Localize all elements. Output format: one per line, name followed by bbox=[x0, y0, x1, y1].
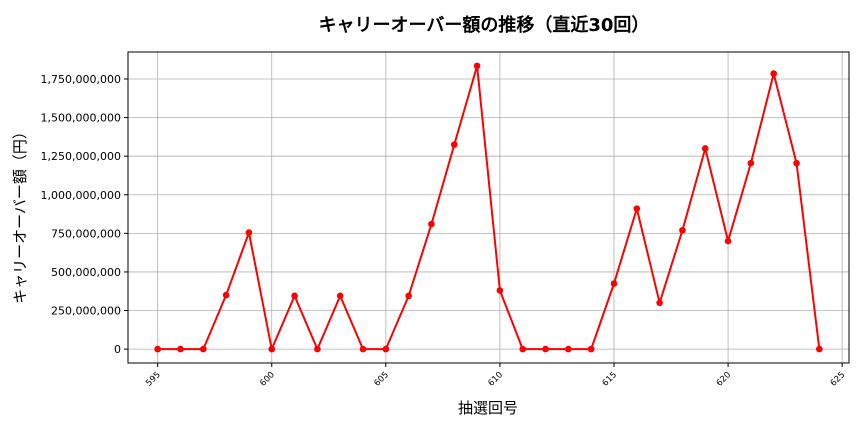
data-point bbox=[610, 280, 618, 287]
data-point bbox=[496, 287, 504, 294]
y-tick-label: 0 bbox=[114, 343, 121, 356]
data-point bbox=[428, 220, 435, 228]
y-tick-label: 500,000,000 bbox=[51, 266, 121, 279]
data-point bbox=[177, 345, 184, 353]
data-point bbox=[633, 205, 641, 212]
data-point bbox=[747, 159, 755, 167]
data-point bbox=[542, 345, 549, 353]
data-point bbox=[565, 345, 572, 353]
data-point bbox=[222, 291, 230, 299]
grid-lines bbox=[128, 52, 849, 363]
data-point bbox=[450, 141, 458, 148]
chart-title: キャリーオーバー額の推移（直近30回） bbox=[319, 14, 650, 36]
y-tick-label: 1,500,000,000 bbox=[41, 112, 121, 125]
y-tick-label: 1,250,000,000 bbox=[41, 150, 121, 163]
data-point bbox=[314, 345, 321, 353]
y-axis: 0 250,000,000 500,000,000 750,000,000 1,000,… bbox=[41, 73, 128, 356]
data-point bbox=[473, 62, 481, 70]
x-axis-label: 抽選回号 bbox=[458, 399, 518, 417]
data-point bbox=[359, 345, 367, 353]
data-point bbox=[336, 292, 344, 300]
data-point bbox=[770, 70, 778, 77]
data-point bbox=[816, 345, 823, 353]
y-axis-label: キャリーオーバー額（円） bbox=[11, 124, 29, 304]
data-point bbox=[679, 226, 686, 234]
data-point bbox=[656, 299, 663, 307]
y-tick-label: 250,000,000 bbox=[51, 305, 121, 318]
data-point bbox=[245, 229, 253, 236]
series-line bbox=[157, 64, 821, 351]
data-point bbox=[724, 237, 732, 245]
data-point bbox=[154, 345, 161, 353]
data-point bbox=[519, 345, 527, 353]
data-point bbox=[291, 292, 298, 300]
data-point bbox=[587, 345, 595, 353]
y-tick-label: 1,750,000,000 bbox=[41, 73, 121, 86]
data-point bbox=[793, 159, 800, 167]
data-point bbox=[405, 292, 412, 300]
y-tick-label: 750,000,000 bbox=[51, 227, 121, 240]
data-point bbox=[268, 345, 276, 353]
data-point bbox=[199, 345, 207, 353]
data-point bbox=[382, 345, 390, 353]
plot-area bbox=[127, 51, 850, 364]
data-point bbox=[701, 145, 709, 152]
data-points bbox=[154, 62, 823, 353]
y-tick-label: 1,000,000,000 bbox=[41, 189, 121, 202]
